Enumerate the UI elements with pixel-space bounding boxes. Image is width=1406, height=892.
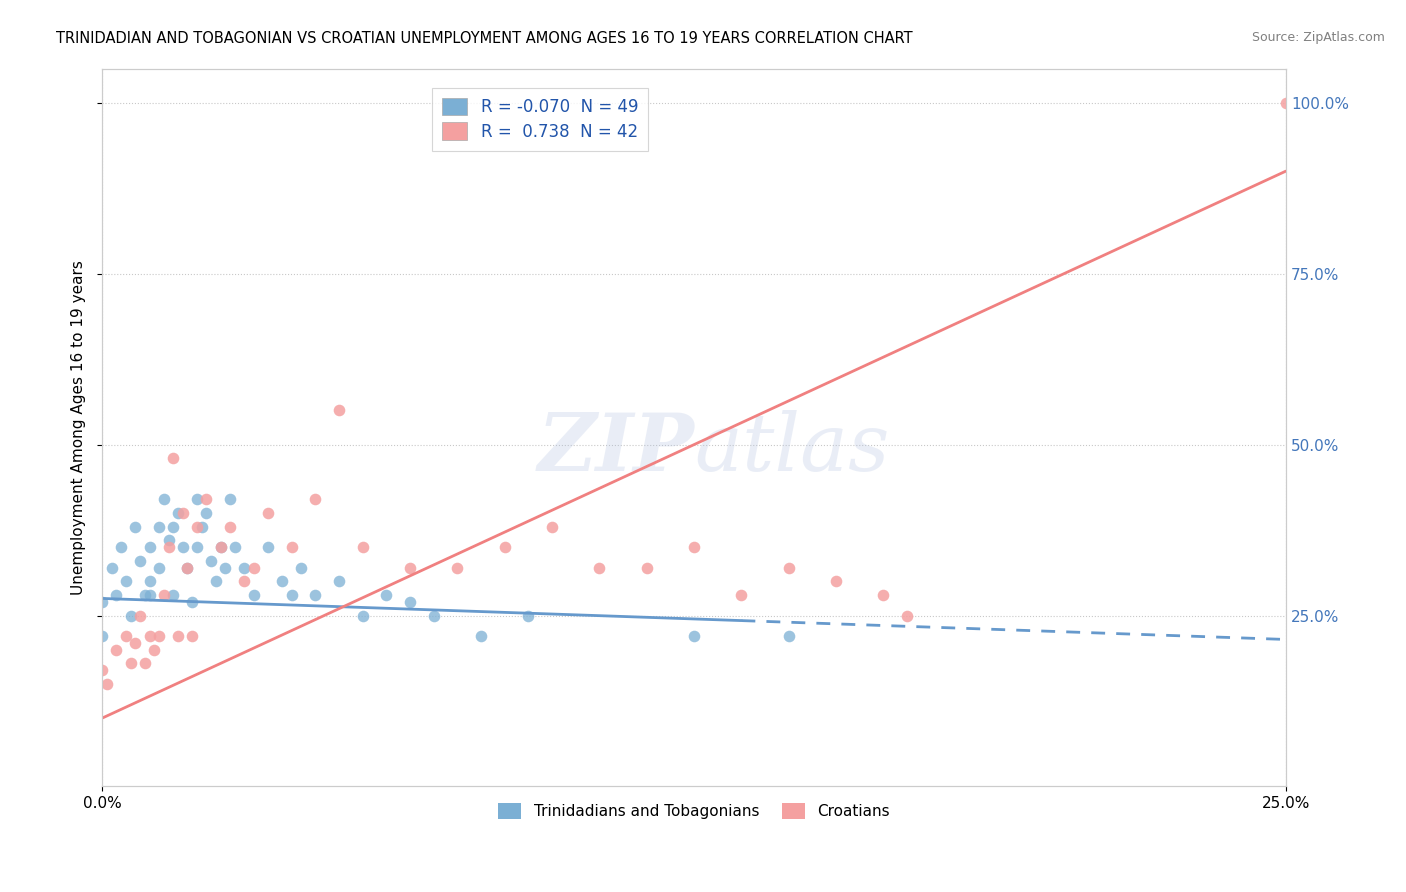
Point	[190, 519, 212, 533]
Point	[115, 574, 138, 589]
Point	[257, 540, 280, 554]
Point	[162, 451, 184, 466]
Point	[214, 560, 236, 574]
Point	[195, 492, 218, 507]
Point	[290, 560, 312, 574]
Point	[446, 560, 468, 574]
Point	[588, 560, 610, 574]
Point	[96, 677, 118, 691]
Point	[134, 588, 156, 602]
Point	[541, 519, 564, 533]
Text: Source: ZipAtlas.com: Source: ZipAtlas.com	[1251, 31, 1385, 45]
Point	[205, 574, 228, 589]
Point	[91, 595, 114, 609]
Point	[209, 540, 232, 554]
Legend: Trinidadians and Tobagonians, Croatians: Trinidadians and Tobagonians, Croatians	[492, 797, 896, 825]
Point	[304, 492, 326, 507]
Point	[683, 629, 706, 643]
Point	[162, 588, 184, 602]
Point	[181, 629, 204, 643]
Point	[105, 642, 128, 657]
Point	[124, 636, 146, 650]
Point	[138, 574, 160, 589]
Point	[120, 608, 142, 623]
Point	[242, 588, 264, 602]
Point	[636, 560, 658, 574]
Point	[209, 540, 232, 554]
Point	[352, 608, 374, 623]
Point	[100, 560, 122, 574]
Point	[138, 540, 160, 554]
Point	[186, 540, 208, 554]
Point	[129, 608, 152, 623]
Point	[143, 642, 166, 657]
Point	[219, 519, 242, 533]
Point	[399, 560, 422, 574]
Point	[233, 574, 256, 589]
Point	[176, 560, 198, 574]
Point	[778, 560, 800, 574]
Point	[422, 608, 444, 623]
Point	[152, 492, 174, 507]
Point	[91, 629, 114, 643]
Point	[219, 492, 242, 507]
Point	[224, 540, 246, 554]
Point	[138, 629, 160, 643]
Point	[186, 492, 208, 507]
Point	[470, 629, 492, 643]
Point	[517, 608, 540, 623]
Point	[233, 560, 256, 574]
Point	[328, 574, 350, 589]
Point	[120, 657, 142, 671]
Point	[110, 540, 132, 554]
Text: atlas: atlas	[695, 410, 890, 488]
Point	[148, 519, 170, 533]
Point	[328, 403, 350, 417]
Point	[115, 629, 138, 643]
Point	[257, 506, 280, 520]
Point	[124, 519, 146, 533]
Point	[195, 506, 218, 520]
Point	[730, 588, 752, 602]
Point	[375, 588, 398, 602]
Point	[91, 663, 114, 677]
Point	[200, 554, 222, 568]
Point	[778, 629, 800, 643]
Point	[105, 588, 128, 602]
Point	[138, 588, 160, 602]
Point	[896, 608, 918, 623]
Text: ZIP: ZIP	[537, 410, 695, 488]
Point	[129, 554, 152, 568]
Point	[172, 506, 194, 520]
Point	[162, 519, 184, 533]
Point	[242, 560, 264, 574]
Point	[167, 629, 190, 643]
Point	[157, 533, 180, 548]
Point	[148, 560, 170, 574]
Point	[304, 588, 326, 602]
Point	[134, 657, 156, 671]
Point	[172, 540, 194, 554]
Point	[872, 588, 894, 602]
Point	[181, 595, 204, 609]
Point	[148, 629, 170, 643]
Point	[280, 540, 302, 554]
Point	[186, 519, 208, 533]
Point	[157, 540, 180, 554]
Point	[176, 560, 198, 574]
Text: TRINIDADIAN AND TOBAGONIAN VS CROATIAN UNEMPLOYMENT AMONG AGES 16 TO 19 YEARS CO: TRINIDADIAN AND TOBAGONIAN VS CROATIAN U…	[56, 31, 912, 46]
Point	[494, 540, 516, 554]
Y-axis label: Unemployment Among Ages 16 to 19 years: Unemployment Among Ages 16 to 19 years	[72, 260, 86, 595]
Point	[167, 506, 190, 520]
Point	[271, 574, 294, 589]
Point	[825, 574, 848, 589]
Point	[1275, 95, 1298, 110]
Point	[683, 540, 706, 554]
Point	[152, 588, 174, 602]
Point	[352, 540, 374, 554]
Point	[399, 595, 422, 609]
Point	[280, 588, 302, 602]
